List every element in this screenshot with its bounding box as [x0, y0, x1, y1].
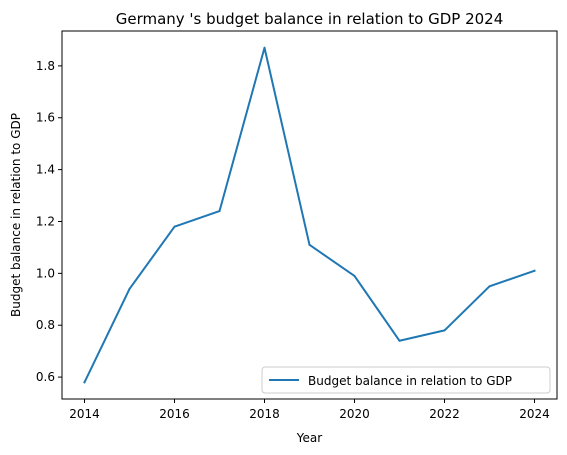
x-tick-label: 2014: [69, 407, 100, 421]
y-tick-label: 1.8: [36, 59, 55, 73]
data-point: [263, 46, 266, 49]
data-point: [533, 269, 536, 272]
data-point: [218, 210, 221, 213]
x-tick-label: 2020: [339, 407, 370, 421]
data-point: [353, 274, 356, 277]
y-tick-label: 1.0: [36, 266, 55, 280]
data-point: [443, 329, 446, 332]
legend-box: [261, 366, 551, 394]
data-point: [308, 243, 311, 246]
chart-title: Germany 's budget balance in relation to…: [116, 10, 504, 28]
axis-ticks: 2014 2016 2018 2020 2022 2024 0.6 0.8 1.0 1.2 1.4 1…: [36, 59, 550, 421]
x-tick-label: 2016: [159, 407, 190, 421]
plot-area: [62, 31, 557, 399]
x-tick-label: 2022: [429, 407, 460, 421]
data-point: [83, 381, 86, 384]
x-tick-label: 2024: [519, 407, 550, 421]
y-tick-label: 1.2: [36, 214, 55, 228]
legend-label: Budget balance in relation to GDP: [308, 374, 512, 388]
series-layer: [83, 46, 536, 384]
y-tick-label: 1.4: [36, 163, 55, 177]
data-point: [398, 339, 401, 342]
plot-frame: [61, 30, 558, 400]
y-tick-label: 0.6: [36, 370, 55, 384]
legend: Budget balance in relation to GDP: [261, 366, 551, 394]
data-point: [173, 225, 176, 228]
data-point: [128, 287, 131, 290]
y-tick-label: 0.8: [36, 318, 55, 332]
data-point: [488, 285, 491, 288]
x-tick-label: 2018: [249, 407, 280, 421]
y-axis-label: Budget balance in relation to GDP: [9, 113, 23, 317]
y-tick-label: 1.6: [36, 111, 55, 125]
x-axis-label: Year: [296, 431, 322, 445]
